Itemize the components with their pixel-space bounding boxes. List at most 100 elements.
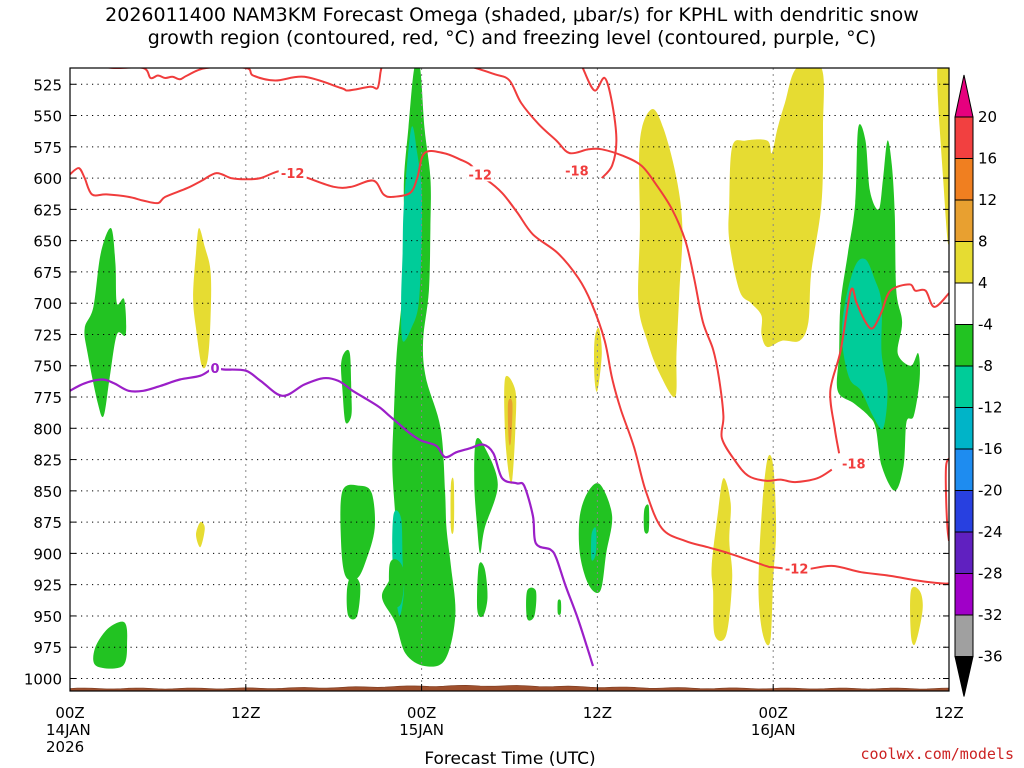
- chart-title: 2026011400 NAM3KM Forecast Omega (shaded…: [0, 4, 1024, 50]
- colorbar-bin-11: [954, 531, 974, 574]
- omega-region-3: [196, 521, 205, 548]
- dgz-contour-0: [103, 68, 383, 92]
- colorbar-label-8: -16: [978, 440, 1003, 458]
- contours: [70, 68, 949, 667]
- x-tick-label-12-0: 12Z: [231, 704, 260, 722]
- x-tick-label-48-0: 00Z: [759, 704, 788, 722]
- colorbar-label-7: -12: [978, 399, 1003, 417]
- colorbar-bin-9: [954, 448, 974, 491]
- omega-region-15: [477, 562, 488, 618]
- y-tick-label-900: 900: [33, 545, 62, 563]
- colorbar-bin-1: [954, 116, 974, 159]
- x-tick-label-48-1: 16JAN: [751, 721, 796, 739]
- x-tick-label-24-1: 15JAN: [399, 721, 444, 739]
- y-tick-label-675: 675: [33, 264, 62, 282]
- colorbar-label-3: 8: [978, 233, 988, 251]
- terrain-fill: [70, 684, 949, 691]
- omega-region-18: [594, 327, 602, 392]
- title-line-1: 2026011400 NAM3KM Forecast Omega (shaded…: [105, 4, 919, 26]
- y-tick-label-550: 550: [33, 108, 62, 126]
- colorbar: 20 16 12 8 4 -4 -8 -12 -16 -20 -24 -28 -32 -36: [954, 74, 1003, 697]
- contour-label-5: 0: [211, 362, 220, 377]
- colorbar-label-12: -32: [978, 606, 1003, 624]
- colorbar-label-9: -20: [978, 482, 1003, 500]
- colorbar-label-4: 4: [978, 274, 988, 292]
- omega-region-1: [84, 227, 127, 418]
- dgz-contour-3: [581, 68, 618, 179]
- colorbar-bin-7: [954, 365, 974, 408]
- contour-label-2: -18: [565, 165, 589, 180]
- omega-region-10: [388, 559, 405, 608]
- y-axis: 525 550 575 600 625 650 675 700 725 750 775 800 825 8…: [24, 76, 949, 688]
- contour-label-bg-4: [782, 560, 811, 576]
- colorbar-bin-13: [954, 614, 974, 657]
- contour-label-bg-0: [278, 165, 307, 181]
- colorbar-bin-2: [954, 158, 974, 201]
- plot-frame: [69, 67, 950, 692]
- x-axis-label: Forecast Time (UTC): [424, 749, 595, 768]
- colorbar-bin-4: [954, 241, 974, 284]
- colorbar-label-2: 12: [978, 191, 997, 209]
- y-tick-label-650: 650: [33, 233, 62, 251]
- colorbar-label-13: -36: [978, 648, 1003, 666]
- omega-shading: [84, 68, 949, 669]
- omega-region-24: [711, 478, 733, 641]
- colorbar-label-11: -28: [978, 565, 1003, 583]
- omega-region-20: [590, 527, 597, 561]
- contour-label-bg-1: [466, 166, 495, 182]
- dgz-contour-4: [829, 283, 949, 454]
- colorbar-label-10: -24: [978, 523, 1003, 541]
- contour-label-4: -12: [785, 562, 809, 577]
- y-tick-label-625: 625: [33, 201, 62, 219]
- omega-region-23: [728, 68, 824, 348]
- y-tick-label-975: 975: [33, 639, 62, 657]
- y-tick-label-800: 800: [33, 420, 62, 438]
- y-tick-label-875: 875: [33, 514, 62, 532]
- terrain: [70, 684, 949, 691]
- y-tick-label-950: 950: [33, 608, 62, 626]
- credit-text: coolwx.com/models: [860, 745, 1014, 763]
- omega-region-25: [758, 454, 777, 646]
- y-tick-label-850: 850: [33, 483, 62, 501]
- contour-label-3: -18: [842, 457, 866, 472]
- omega-region-14: [450, 477, 455, 535]
- y-tick-label-775: 775: [33, 389, 62, 407]
- x-tick-label-0-1: 14JAN: [46, 721, 91, 739]
- omega-region-22: [638, 109, 683, 398]
- colorbar-bin-5: [954, 282, 974, 325]
- contour-label-1: -12: [468, 168, 492, 183]
- dgz-contour-2: [471, 68, 833, 484]
- contour-labels: -12 -12 -18 -18 -12 0: [209, 162, 868, 577]
- y-tick-label-825: 825: [33, 452, 62, 470]
- y-tick-label-750: 750: [33, 358, 62, 376]
- colorbar-bin-8: [954, 407, 974, 450]
- omega-region-5: [340, 484, 376, 581]
- colorbar-bin-10: [954, 490, 974, 533]
- y-tick-label-600: 600: [33, 170, 62, 188]
- omega-region-2: [193, 228, 212, 369]
- omega-region-13: [474, 437, 498, 554]
- x-tick-label-60-0: 12Z: [934, 704, 963, 722]
- x-tick-label-36-0: 12Z: [583, 704, 612, 722]
- grid: [70, 68, 949, 691]
- omega-region-28: [910, 586, 923, 646]
- omega-region-12: [507, 398, 513, 446]
- y-tick-label-725: 725: [33, 326, 62, 344]
- colorbar-bottom-arrow: [954, 656, 974, 697]
- contour-label-bg-2: [562, 162, 591, 178]
- x-tick-label-24-0: 00Z: [407, 704, 436, 722]
- contour-label-bg-3: [839, 455, 868, 471]
- y-tick-label-525: 525: [33, 76, 62, 94]
- omega-region-0: [93, 621, 128, 669]
- omega-region-29: [937, 68, 949, 245]
- y-tick-label-1000: 1000: [24, 670, 62, 688]
- colorbar-label-0: 20: [978, 108, 997, 126]
- freezing-level-contour: [70, 366, 595, 667]
- x-tick-label-0-0: 00Z: [55, 704, 84, 722]
- colorbar-bin-6: [954, 324, 974, 367]
- y-tick-label-575: 575: [33, 139, 62, 157]
- contour-label-0: -12: [281, 167, 305, 182]
- omega-region-6: [346, 575, 361, 620]
